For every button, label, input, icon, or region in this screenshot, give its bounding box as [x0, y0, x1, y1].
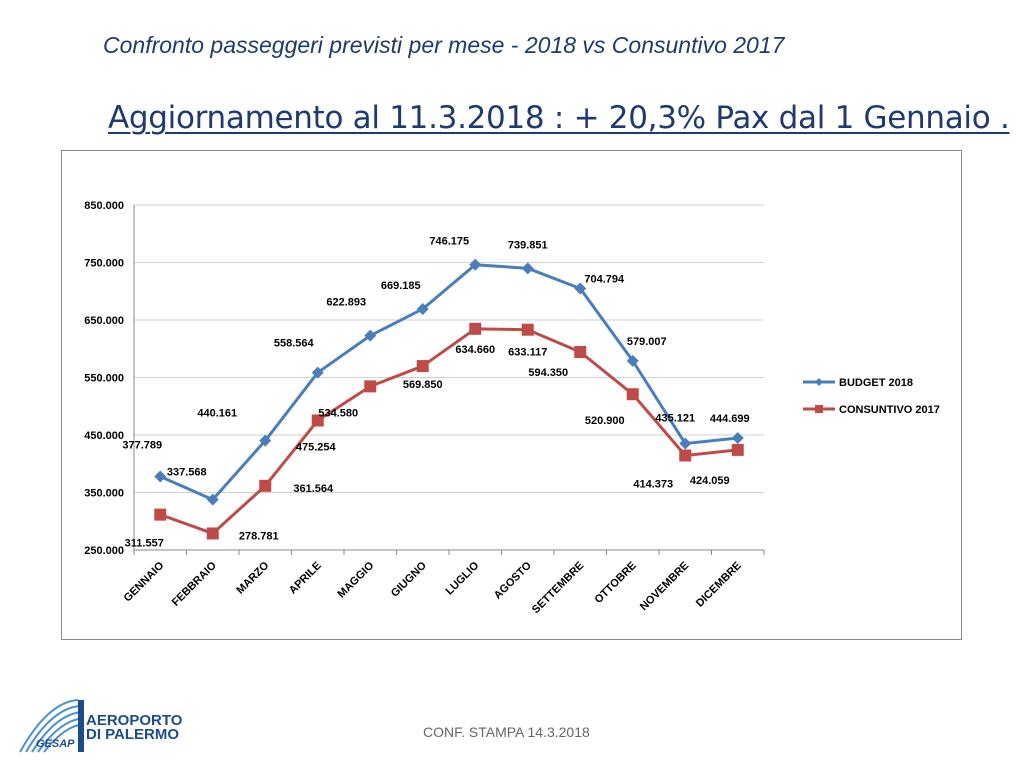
consuntivo-data-label: 534.580: [318, 407, 358, 419]
chart-frame: [61, 150, 962, 640]
y-tick-label: 650.000: [84, 315, 124, 327]
budget-point: [574, 282, 587, 295]
budget-point: [364, 329, 377, 342]
y-tick-label: 750.000: [84, 258, 124, 270]
x-tick-label: OTTOBRE: [593, 560, 639, 606]
consuntivo-point: [574, 345, 587, 358]
consuntivo-point: [259, 479, 272, 492]
x-tick-label: LUGLIO: [443, 559, 481, 597]
budget-data-label: 435.121: [655, 413, 695, 425]
x-tick-label: AGOSTO: [492, 559, 534, 601]
slide-subtitle: Confronto passeggeri previsti per mese -…: [103, 32, 785, 58]
budget-data-label: 704.794: [584, 273, 625, 285]
y-tick-label: 550.000: [84, 373, 124, 385]
consuntivo-data-label: 311.557: [125, 538, 164, 550]
budget-legend-marker: [815, 378, 823, 386]
budget-data-label: 746.175: [429, 236, 469, 248]
consuntivo-data-label: 278.781: [239, 530, 279, 542]
budget-data-label: 444.699: [710, 413, 750, 425]
consuntivo-point: [206, 527, 219, 540]
budget-data-label: 739.851: [508, 239, 548, 251]
x-tick-label: SETTEMBRE: [530, 560, 586, 616]
consuntivo-legend-label: CONSUNTIVO 2017: [839, 404, 940, 416]
x-tick-label: DICEMBRE: [694, 560, 744, 610]
consuntivo-data-label: 414.373: [633, 478, 673, 490]
budget-data-label: 337.568: [167, 467, 207, 479]
consuntivo-data-label: 424.059: [690, 475, 730, 487]
x-tick-label: GIUGNO: [389, 559, 429, 599]
budget-point: [679, 437, 692, 450]
budget-data-label: 377.789: [122, 440, 162, 452]
consuntivo-data-label: 569.850: [403, 379, 443, 391]
consuntivo-data-label: 594.350: [528, 367, 568, 379]
consuntivo-point: [521, 323, 534, 336]
budget-legend-label: BUDGET 2018: [839, 377, 913, 389]
budget-point: [311, 366, 324, 379]
consuntivo-data-label: 361.564: [293, 483, 334, 495]
consuntivo-series-line: [159, 327, 738, 535]
budget-point: [416, 302, 429, 315]
consuntivo-point: [364, 380, 377, 393]
x-tick-label: NOVEMBRE: [638, 560, 691, 613]
budget-point: [626, 354, 639, 367]
x-tick-label: FEBBRAIO: [170, 559, 219, 608]
consuntivo-data-label: 633.117: [508, 347, 547, 359]
logo-line-2: DI PALERMO: [86, 726, 180, 743]
x-tick-label: APRILE: [287, 560, 324, 597]
logo-sub: GESAP: [36, 738, 75, 750]
consuntivo-point: [154, 508, 167, 521]
consuntivo-point: [416, 360, 429, 373]
budget-point: [469, 258, 482, 271]
logo-text: AEROPORTO DI PALERMO: [86, 712, 183, 743]
budget-data-label: 669.185: [381, 280, 421, 292]
budget-data-label: 622.893: [326, 297, 366, 309]
budget-data-label: 440.161: [197, 408, 237, 420]
x-tick-label: MAGGIO: [335, 559, 376, 600]
consuntivo-data-label: 634.660: [455, 344, 495, 356]
consuntivo-point: [626, 388, 639, 401]
budget-point: [731, 432, 744, 445]
slide-headline: Aggiornamento al 11.3.2018 : + 20,3% Pax…: [108, 100, 1010, 136]
budget-data-label: 579.007: [627, 336, 667, 348]
consuntivo-point: [469, 322, 482, 335]
budget-point: [206, 493, 219, 506]
budget-point: [154, 470, 167, 483]
x-tick-label: MARZO: [234, 559, 271, 596]
budget-point: [259, 434, 272, 447]
budget-data-label: 558.564: [274, 338, 315, 350]
consuntivo-point: [311, 414, 324, 427]
y-tick-label: 450.000: [84, 430, 124, 442]
y-tick-label: 850.000: [84, 200, 124, 212]
gesap-logo-icon: [19, 699, 85, 753]
budget-point: [521, 262, 534, 275]
consuntivo-data-label: 475.254: [296, 441, 337, 453]
consuntivo-legend-marker: [815, 405, 823, 413]
consuntivo-data-label: 520.900: [585, 415, 625, 427]
y-tick-label: 250.000: [84, 545, 124, 557]
y-tick-label: 350.000: [84, 488, 124, 500]
logo-line-1: AEROPORTO: [86, 712, 183, 729]
consuntivo-point: [731, 443, 744, 456]
x-tick-label: GENNAIO: [122, 559, 167, 604]
consuntivo-point: [679, 449, 692, 462]
budget-series-line: [159, 263, 738, 502]
footer-text: CONF. STAMPA 14.3.2018: [423, 724, 590, 740]
